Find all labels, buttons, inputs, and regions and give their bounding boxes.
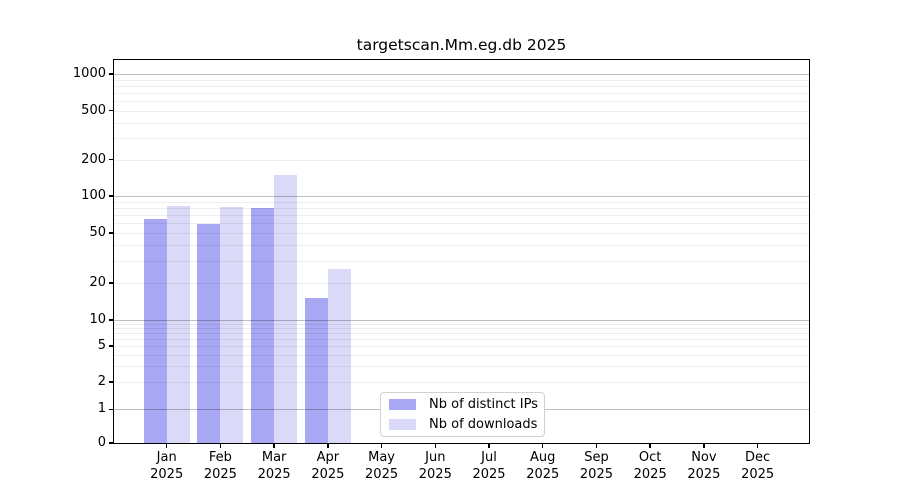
x-tick-mark	[488, 443, 490, 448]
x-tick-year: 2025	[365, 466, 399, 482]
x-tick-month: Oct	[638, 450, 662, 465]
x-tick-year: 2025	[687, 466, 721, 482]
y-tick-label: 500	[81, 102, 106, 118]
legend-swatch-distinct-ips	[389, 398, 416, 410]
x-tick-label: Mar 2025	[242, 450, 306, 483]
y-tick-label: 10	[89, 312, 106, 327]
y-tick-label: 100	[81, 188, 106, 203]
chart-title: targetscan.Mm.eg.db 2025	[356, 36, 567, 54]
y-tick-label: 1	[97, 401, 106, 417]
x-tick-year: 2025	[472, 466, 506, 482]
x-tick-mark	[219, 443, 222, 448]
bar-downloads-jan	[166, 205, 190, 443]
x-tick-month: Nov	[691, 450, 717, 465]
legend-label-downloads: Nb of downloads	[429, 417, 538, 433]
x-tick-label: May 2025	[350, 450, 414, 483]
x-tick-label: Jul 2025	[457, 450, 521, 483]
x-tick-month: Jul	[481, 450, 497, 465]
x-tick-mark	[649, 443, 651, 448]
legend: Nb of distinct IPs Nb of downloads	[380, 392, 545, 437]
plot-area	[113, 59, 810, 444]
x-tick-label: Apr 2025	[296, 450, 360, 483]
bar-downloads-feb	[220, 207, 244, 443]
x-tick-label: Dec 2025	[726, 450, 790, 483]
y-tick-label: 5	[97, 338, 106, 353]
bar-distinct-ips-mar	[251, 207, 275, 443]
x-tick-month: Dec	[745, 450, 771, 465]
x-tick-label: Oct 2025	[618, 450, 682, 483]
x-tick-year: 2025	[150, 466, 184, 482]
x-tick-year: 2025	[257, 466, 291, 482]
x-tick-mark	[327, 443, 329, 448]
legend-label-distinct-ips: Nb of distinct IPs	[429, 396, 538, 412]
x-tick-month: Aug	[530, 450, 556, 465]
x-tick-year: 2025	[311, 466, 345, 482]
x-tick-mark	[273, 443, 275, 448]
x-tick-mark	[595, 443, 598, 448]
x-tick-year: 2025	[526, 466, 560, 482]
x-tick-month: Sep	[584, 450, 609, 465]
legend-swatch-downloads	[389, 419, 416, 431]
x-tick-label: Nov 2025	[672, 450, 736, 483]
x-tick-mark	[434, 443, 436, 448]
bars-layer	[114, 60, 809, 443]
x-tick-year: 2025	[579, 466, 613, 482]
bar-distinct-ips-apr	[304, 298, 328, 443]
x-tick-month: Feb	[208, 450, 232, 465]
x-tick-mark	[380, 443, 383, 448]
x-tick-label: Feb 2025	[188, 450, 252, 483]
x-tick-year: 2025	[203, 466, 237, 482]
x-tick-mark	[756, 443, 759, 448]
x-tick-mark	[703, 443, 705, 448]
x-tick-year: 2025	[418, 466, 452, 482]
y-tick-label: 20	[89, 275, 106, 290]
y-tick-label: 50	[89, 225, 106, 240]
x-tick-label: Jan 2025	[135, 450, 199, 483]
bar-distinct-ips-feb	[197, 224, 221, 443]
bar-downloads-apr	[327, 268, 351, 443]
x-tick-mark	[542, 443, 544, 448]
bar-distinct-ips-jan	[143, 218, 167, 443]
x-tick-year: 2025	[633, 466, 667, 482]
legend-item-distinct-ips: Nb of distinct IPs	[381, 395, 544, 414]
legend-item-downloads: Nb of downloads	[381, 415, 544, 434]
y-tick-label: 0	[97, 435, 106, 450]
x-tick-label: Aug 2025	[511, 450, 575, 483]
x-tick-month: Mar	[261, 450, 287, 465]
x-tick-label: Jun 2025	[403, 450, 467, 483]
x-tick-month: Apr	[316, 450, 340, 465]
y-tick-label: 2	[97, 374, 106, 389]
x-tick-mark	[166, 443, 168, 448]
x-tick-month: May	[368, 450, 396, 465]
x-tick-month: Jan	[156, 450, 177, 465]
x-tick-month: Jun	[425, 450, 446, 465]
x-tick-label: Sep 2025	[564, 450, 628, 483]
x-tick-year: 2025	[741, 466, 775, 482]
bar-downloads-mar	[274, 174, 298, 443]
y-tick-label: 200	[81, 151, 106, 167]
y-tick-label: 1000	[72, 66, 106, 81]
